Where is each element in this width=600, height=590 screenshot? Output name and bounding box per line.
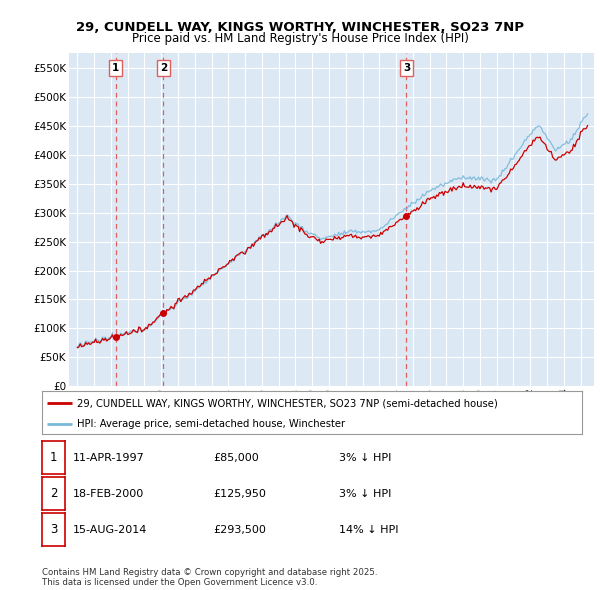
Text: Price paid vs. HM Land Registry's House Price Index (HPI): Price paid vs. HM Land Registry's House … (131, 32, 469, 45)
Text: 3: 3 (403, 63, 410, 73)
Text: £293,500: £293,500 (213, 525, 266, 535)
Text: 3% ↓ HPI: 3% ↓ HPI (339, 453, 391, 463)
Text: £125,950: £125,950 (213, 489, 266, 499)
Text: 29, CUNDELL WAY, KINGS WORTHY, WINCHESTER, SO23 7NP: 29, CUNDELL WAY, KINGS WORTHY, WINCHESTE… (76, 21, 524, 34)
Text: 15-AUG-2014: 15-AUG-2014 (73, 525, 148, 535)
Text: 1: 1 (50, 451, 57, 464)
Text: Contains HM Land Registry data © Crown copyright and database right 2025.
This d: Contains HM Land Registry data © Crown c… (42, 568, 377, 587)
Text: 3: 3 (50, 523, 57, 536)
Text: 3% ↓ HPI: 3% ↓ HPI (339, 489, 391, 499)
Text: 2: 2 (160, 63, 167, 73)
Text: 14% ↓ HPI: 14% ↓ HPI (339, 525, 398, 535)
Text: 18-FEB-2000: 18-FEB-2000 (73, 489, 145, 499)
Text: 29, CUNDELL WAY, KINGS WORTHY, WINCHESTER, SO23 7NP (semi-detached house): 29, CUNDELL WAY, KINGS WORTHY, WINCHESTE… (77, 398, 498, 408)
Text: 11-APR-1997: 11-APR-1997 (73, 453, 145, 463)
Text: £85,000: £85,000 (213, 453, 259, 463)
Text: 1: 1 (112, 63, 119, 73)
Text: 2: 2 (50, 487, 57, 500)
Text: HPI: Average price, semi-detached house, Winchester: HPI: Average price, semi-detached house,… (77, 419, 345, 430)
